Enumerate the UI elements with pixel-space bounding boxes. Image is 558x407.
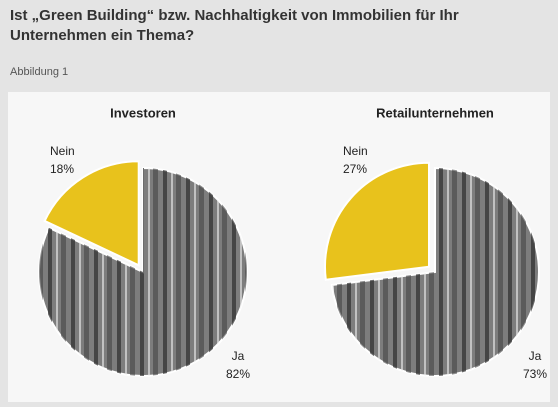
- category-label: Nein: [343, 144, 368, 158]
- category-label: Nein: [50, 144, 75, 158]
- texture: [38, 168, 247, 376]
- pie-slice: [324, 161, 430, 281]
- chart-title: Retailunternehmen: [376, 105, 494, 120]
- texture: [331, 168, 539, 376]
- category-label: Ja: [529, 349, 542, 363]
- value-label: 82%: [226, 367, 250, 381]
- pie-slice: [43, 160, 140, 267]
- category-label: Ja: [232, 349, 245, 363]
- value-label: 73%: [523, 367, 547, 381]
- value-label: 18%: [50, 162, 74, 176]
- subtitle: Abbildung 1: [10, 66, 69, 78]
- value-label: 27%: [343, 162, 367, 176]
- title: Ist „Green Building“ bzw. Nachhaltigkeit…: [10, 7, 459, 44]
- chart-title: Investoren: [110, 105, 176, 120]
